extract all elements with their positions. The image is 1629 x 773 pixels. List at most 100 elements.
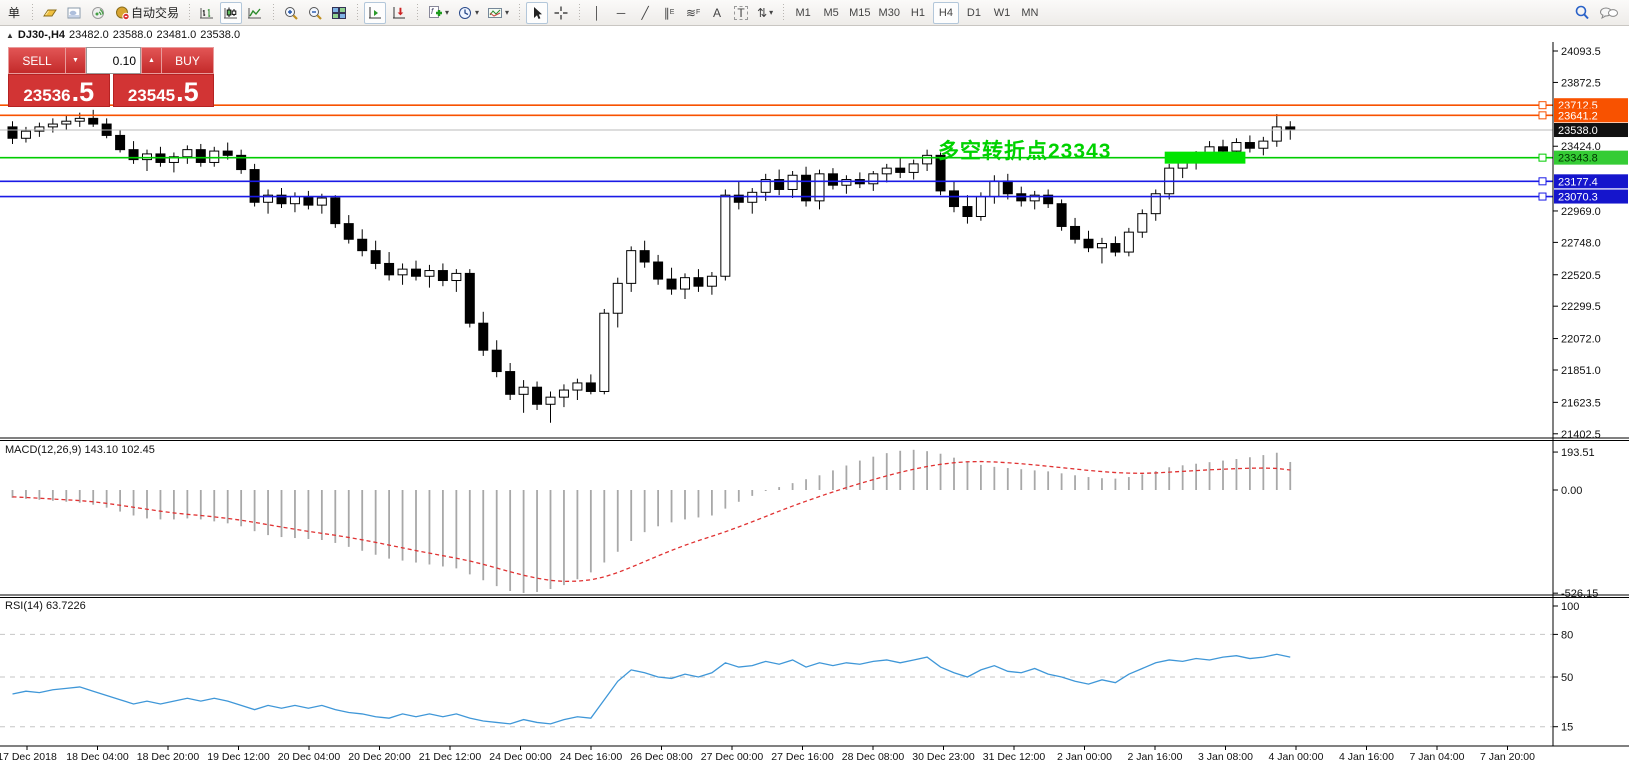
channel-tool-button[interactable]: ∥ E xyxy=(658,2,680,24)
new-order-label: 单 xyxy=(7,6,20,20)
candle-body xyxy=(195,149,206,163)
timeframe-m30[interactable]: M30 xyxy=(878,6,900,19)
candle-body xyxy=(1258,140,1269,149)
candle-body xyxy=(316,197,327,206)
candle-body xyxy=(1083,238,1094,249)
trade-panel-top-row: SELL ▼ ▲ BUY xyxy=(8,47,214,74)
toolbar-separator xyxy=(414,3,421,22)
timeframe-h1[interactable]: H1 xyxy=(910,6,925,19)
candle-body xyxy=(478,322,489,351)
sell-price[interactable]: 23536 .5 xyxy=(8,74,110,107)
volume-increase-button[interactable]: ▲ xyxy=(141,47,162,74)
market-watch-button[interactable] xyxy=(63,2,85,24)
search-button[interactable] xyxy=(1570,2,1594,24)
buy-price-int: 23545 xyxy=(127,86,176,105)
candle-body xyxy=(599,312,610,392)
auto-scroll-button[interactable] xyxy=(388,2,410,24)
text-tool-icon: A xyxy=(713,5,722,20)
candle-body xyxy=(881,167,892,175)
price-tag xyxy=(1554,123,1628,138)
new-order-button-truncated[interactable]: 单 xyxy=(3,2,25,24)
crosshair-tool-button[interactable] xyxy=(550,2,572,24)
timeframe-w1[interactable]: W1 xyxy=(993,6,1011,19)
trendline-icon: ╱ xyxy=(641,5,649,20)
fibonacci-tool-button[interactable]: ≋ F xyxy=(682,2,704,24)
time-tick-label: 4 Jan 00:00 xyxy=(1269,751,1324,763)
tile-windows-button[interactable] xyxy=(328,2,350,24)
templates-button[interactable]: ▾ xyxy=(484,2,512,24)
candle-body xyxy=(908,163,919,173)
buy-price[interactable]: 23545 .5 xyxy=(112,74,214,107)
price-tag xyxy=(1554,150,1628,165)
zoom-out-button[interactable] xyxy=(304,2,326,24)
candle-body xyxy=(626,250,637,284)
candle-body xyxy=(88,117,99,125)
line-chart-icon xyxy=(248,7,262,18)
chat-button[interactable] xyxy=(1596,2,1622,24)
indicators-button[interactable]: f ▾ xyxy=(424,2,452,24)
candle-body xyxy=(437,270,448,282)
text-label-icon: T xyxy=(734,5,748,20)
price-axis[interactable]: 24093.5 23872.5 23424.0 22969.0 22748.0 22520… xyxy=(1553,46,1628,441)
macd-indicator-label: MACD(12,26,9) 143.10 102.45 xyxy=(5,444,155,456)
arrows-tool-button[interactable]: ⇅ ▾ xyxy=(754,2,776,24)
candle-body xyxy=(34,126,45,132)
horizontal-level-lines[interactable] xyxy=(0,101,1553,201)
vertical-line-tool-button[interactable]: │ xyxy=(586,2,608,24)
timeframe-d1[interactable]: D1 xyxy=(966,6,981,19)
text-label-tool-button[interactable]: T xyxy=(730,2,752,24)
zoom-in-button[interactable] xyxy=(280,2,302,24)
chart-shift-button[interactable] xyxy=(364,1,387,24)
candle-body xyxy=(128,149,139,161)
time-tick-label: 20 Dec 20:00 xyxy=(348,751,411,763)
timeframe-h4[interactable]: H4 xyxy=(932,1,959,24)
text-tool-button[interactable]: A xyxy=(706,2,728,24)
buy-button[interactable]: BUY xyxy=(162,47,214,74)
horizontal-line-tool-button[interactable]: ─ xyxy=(610,2,632,24)
time-tick-label: 31 Dec 12:00 xyxy=(983,751,1046,763)
arrows-icon: ⇅ xyxy=(757,5,768,20)
line-chart-button[interactable] xyxy=(244,2,266,24)
new-order-icon-button[interactable] xyxy=(39,2,61,24)
candle-body xyxy=(74,117,85,122)
trendline-tool-button[interactable]: ╱ xyxy=(634,2,656,24)
timeframe-mn[interactable]: MN xyxy=(1021,6,1039,19)
candle-body xyxy=(935,154,946,192)
auto-scroll-icon xyxy=(393,6,406,18)
timeframe-m1[interactable]: M1 xyxy=(795,6,811,19)
autotrading-button[interactable]: 自动交易 xyxy=(111,2,182,24)
sell-price-int: 23536 xyxy=(23,86,71,105)
macd-axis-label: 0.00 xyxy=(1561,485,1582,497)
cursor-tool-button[interactable] xyxy=(526,1,549,24)
timeframe-m15[interactable]: M15 xyxy=(849,6,871,19)
periods-button[interactable]: ▾ xyxy=(454,2,482,24)
chart-collapse-icon[interactable]: ▲ xyxy=(6,30,14,40)
zoom-in-icon xyxy=(285,6,298,20)
candle-body xyxy=(384,262,395,276)
volume-decrease-button[interactable]: ▼ xyxy=(65,47,86,74)
timeframe-m5[interactable]: M5 xyxy=(823,6,839,19)
sell-button[interactable]: SELL xyxy=(8,47,65,74)
search-icon xyxy=(1575,5,1589,19)
candle-body xyxy=(182,149,193,158)
green-pivot-segment[interactable] xyxy=(1164,151,1246,164)
bar-chart-button[interactable] xyxy=(196,2,218,24)
candle-body xyxy=(801,174,812,202)
candle-body xyxy=(249,169,260,203)
candle-body xyxy=(895,167,906,173)
candle-body xyxy=(949,190,959,208)
chart-title: ▲ DJ30-,H4 23482.0 23588.0 23481.0 23538… xyxy=(6,29,240,41)
candle-body xyxy=(330,197,341,225)
time-tick-label: 2 Jan 16:00 xyxy=(1128,751,1183,763)
volume-input[interactable] xyxy=(86,47,141,74)
candlestick-chart-button[interactable] xyxy=(220,1,243,24)
candle-body xyxy=(1231,142,1242,152)
signals-button[interactable] xyxy=(87,2,109,24)
time-axis[interactable]: 17 Dec 2018 18 Dec 04:00 18 Dec 20:00 19 De… xyxy=(0,746,1535,763)
candle-body xyxy=(706,275,717,287)
candle-body xyxy=(491,349,502,373)
candle-body xyxy=(639,250,650,263)
time-tick-label: 18 Dec 04:00 xyxy=(66,751,129,763)
spin-down-icon: ▼ xyxy=(72,57,79,64)
